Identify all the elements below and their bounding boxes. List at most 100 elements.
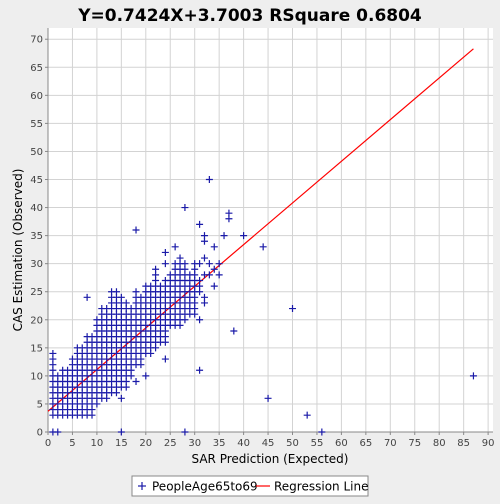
x-axis-title: SAR Prediction (Expected): [192, 452, 349, 466]
y-tick-label: 0: [37, 428, 43, 439]
data-point: [200, 237, 208, 245]
x-tick-label: 0: [45, 438, 51, 449]
data-point: [210, 243, 218, 251]
y-axis-title: CAS Estimation (Observed): [11, 169, 25, 332]
y-tick-label: 65: [30, 63, 43, 74]
y-tick-label: 5: [37, 399, 43, 410]
data-point: [171, 243, 179, 251]
y-tick-label: 15: [30, 343, 43, 354]
data-point: [161, 248, 169, 256]
data-point: [205, 260, 213, 268]
x-tick-label: 20: [139, 438, 152, 449]
x-tick-label: 15: [115, 438, 128, 449]
axes: 0 5 10 15 20 25 30 35 40 45 50 55 60 65 70 75 80 85 90 0 5 10…: [30, 28, 494, 449]
data-point: [303, 411, 311, 419]
x-tick-label: 5: [69, 438, 75, 449]
x-tick-label: 55: [311, 438, 324, 449]
data-point: [196, 316, 204, 324]
y-tick-label: 45: [30, 175, 43, 186]
data-point: [54, 428, 62, 436]
legend-label-points: PeopleAge65to69: [152, 480, 258, 494]
y-tick-label: 35: [30, 231, 43, 242]
legend-point-symbol: [138, 482, 146, 490]
data-point: [181, 316, 189, 324]
x-tick-label: 75: [408, 438, 421, 449]
x-tick-label: 50: [286, 438, 299, 449]
data-point: [127, 372, 135, 380]
data-point: [161, 338, 169, 346]
y-tick-label: 60: [30, 91, 43, 102]
x-tick-label: 45: [262, 438, 275, 449]
x-tick-label: 70: [384, 438, 397, 449]
data-point: [205, 176, 213, 183]
data-point: [230, 327, 238, 335]
y-tick-label: 55: [30, 119, 43, 130]
data-point: [196, 260, 204, 268]
data-point: [225, 215, 233, 223]
data-point: [142, 372, 150, 380]
data-point: [196, 220, 204, 228]
data-point: [215, 260, 223, 268]
x-tick-label: 80: [433, 438, 446, 449]
grid-lines: [48, 28, 493, 432]
x-tick-label: 30: [188, 438, 201, 449]
data-point: [88, 411, 96, 419]
x-tick-label: 60: [335, 438, 348, 449]
data-point: [469, 372, 477, 380]
data-point: [240, 232, 248, 240]
data-point: [205, 271, 213, 279]
x-tick-label: 10: [91, 438, 104, 449]
data-point: [161, 355, 169, 363]
data-point: [191, 310, 199, 318]
y-tick-label: 30: [30, 259, 43, 270]
data-point: [200, 299, 208, 307]
data-point: [112, 389, 120, 397]
data-point: [161, 260, 169, 268]
data-point: [289, 305, 297, 313]
data-point: [152, 344, 160, 352]
data-point: [93, 400, 101, 408]
legend-box: [131, 475, 369, 497]
data-point: [210, 265, 218, 273]
data-point: [176, 321, 184, 329]
data-point: [196, 288, 204, 296]
data-point: [137, 361, 145, 369]
y-tick-label: 25: [30, 287, 43, 298]
data-point: [147, 349, 155, 357]
legend-label-regression: Regression Line: [274, 480, 368, 494]
data-point: [259, 243, 267, 251]
data-point: [215, 271, 223, 279]
data-point: [181, 204, 189, 212]
legend: PeopleAge65to69 Regression Line: [131, 475, 369, 497]
data-point: [117, 428, 125, 436]
data-point: [83, 293, 91, 301]
data-point: [181, 428, 189, 436]
y-tick-label: 40: [30, 203, 43, 214]
data-point: [318, 428, 326, 436]
x-tick-label: 25: [164, 438, 177, 449]
data-point: [132, 378, 140, 385]
y-tick-label: 10: [30, 371, 43, 382]
x-tick-label: 65: [359, 438, 372, 449]
data-points: [49, 176, 477, 436]
x-tick-label: 85: [457, 438, 470, 449]
x-tick-label: 90: [482, 438, 495, 449]
data-point: [220, 232, 228, 240]
data-point: [264, 394, 272, 402]
data-point: [210, 282, 218, 290]
data-point: [132, 226, 140, 234]
regression-layer: [47, 48, 474, 412]
x-tick-label: 40: [237, 438, 250, 449]
data-point: [122, 383, 130, 391]
regression-line: [47, 48, 474, 412]
data-point: [200, 254, 208, 262]
y-tick-label: 50: [30, 147, 43, 158]
x-tick-label: 35: [213, 438, 226, 449]
y-tick-label: 70: [30, 35, 43, 46]
chart-title: Y=0.7424X+3.7003 RSquare 0.6804: [77, 6, 422, 26]
data-point: [103, 394, 111, 402]
y-tick-label: 20: [30, 315, 43, 326]
data-point: [196, 366, 204, 374]
